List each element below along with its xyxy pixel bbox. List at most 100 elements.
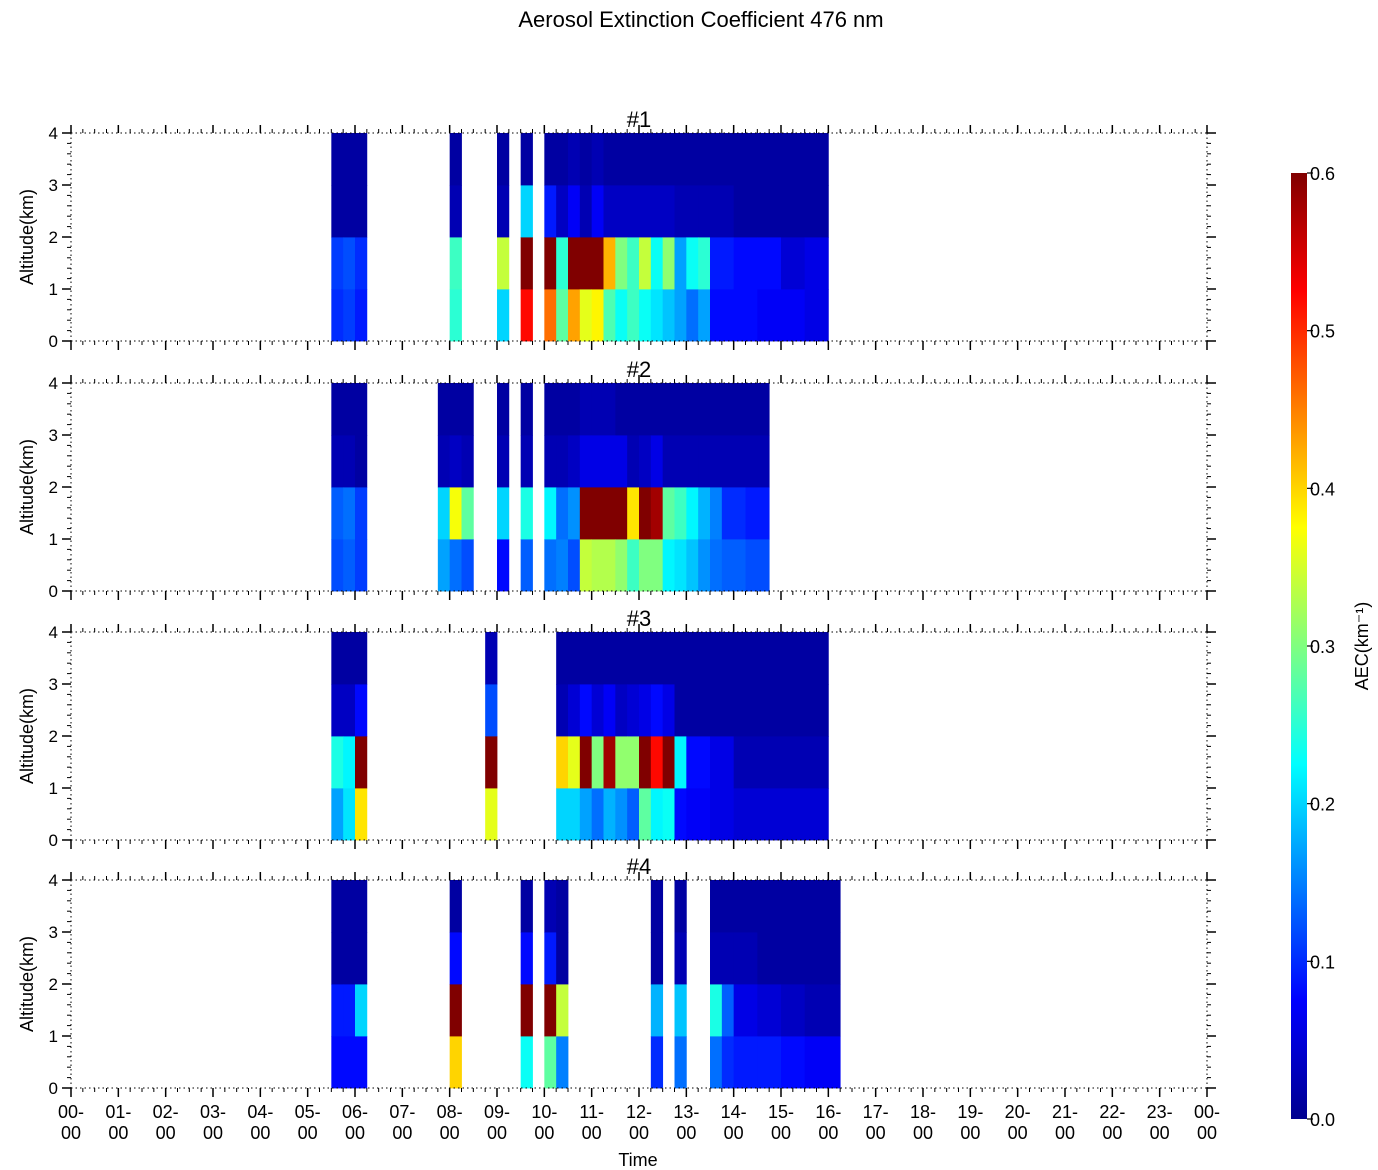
heatmap-cell xyxy=(698,289,711,342)
heatmap-cell xyxy=(721,539,746,592)
heatmap-cell xyxy=(568,736,581,789)
y-tick-label: 2 xyxy=(49,478,58,497)
heatmap-cell xyxy=(331,133,344,186)
heatmap-cell xyxy=(662,632,675,685)
heatmap-cell xyxy=(437,435,451,488)
heatmap-cell xyxy=(781,788,829,841)
heatmap-cell xyxy=(331,289,344,342)
heatmap-cell xyxy=(579,237,593,290)
x-tick-label: 21-00 xyxy=(1052,1102,1078,1143)
heatmap-cell xyxy=(650,383,664,436)
heatmap-cell xyxy=(710,932,723,985)
heatmap-cell xyxy=(781,880,806,933)
heatmap-cell xyxy=(615,736,628,789)
heatmap-cell xyxy=(544,237,557,290)
panel-3: 0 1 2 3 4 Altitude(km) #3 xyxy=(17,606,1216,850)
heatmap-cell xyxy=(627,383,640,436)
colorbar-tick-label: 0.1 xyxy=(1310,952,1335,972)
heatmap-cell xyxy=(556,1036,569,1089)
panel-title: #4 xyxy=(627,854,651,879)
heatmap-cell xyxy=(497,185,510,238)
heatmap-cell xyxy=(556,487,569,540)
heatmap-cell xyxy=(556,185,569,238)
heatmap-cell xyxy=(650,1036,664,1089)
heatmap-cell xyxy=(662,133,675,186)
heatmap-cell xyxy=(627,185,640,238)
heatmap-cell xyxy=(331,487,344,540)
heatmap-cell xyxy=(556,984,569,1037)
heatmap-cell xyxy=(650,435,664,488)
colorbar-gradient xyxy=(1291,173,1307,1119)
y-tick-label: 4 xyxy=(49,623,58,642)
heatmap-cell xyxy=(662,487,675,540)
heatmap-cell xyxy=(757,133,782,186)
heatmap-cell xyxy=(591,237,604,290)
heatmap-cell xyxy=(781,133,806,186)
heatmap-cell xyxy=(497,383,510,436)
heatmap-cell xyxy=(497,237,510,290)
heatmap-cell xyxy=(343,487,356,540)
heatmap-cell xyxy=(544,880,557,933)
heatmap-cell xyxy=(698,487,711,540)
heatmap-cell xyxy=(556,289,569,342)
heatmap-cell xyxy=(544,289,557,342)
heatmap-cell xyxy=(662,435,675,488)
y-axis-label: Altitude(km) xyxy=(17,439,37,535)
heatmap-cell xyxy=(355,736,368,789)
heatmap-cell xyxy=(627,632,640,685)
heatmap-cell xyxy=(591,289,604,342)
heatmap-cell xyxy=(721,880,735,933)
heatmap-cell xyxy=(343,984,356,1037)
heatmap-cell xyxy=(355,133,368,186)
heatmap-cell xyxy=(781,1036,806,1089)
heatmap-cell xyxy=(686,185,699,238)
heatmap-cell xyxy=(355,383,368,436)
heatmap-cell xyxy=(556,435,569,488)
colorbar-tick-label: 0.4 xyxy=(1310,479,1335,499)
y-axis-label: Altitude(km) xyxy=(17,688,37,784)
x-tick-label: 23-00 xyxy=(1147,1102,1173,1143)
heatmap-cell xyxy=(615,435,628,488)
x-tick-label: 00-00 xyxy=(1194,1102,1220,1143)
y-tick-label: 0 xyxy=(49,582,58,601)
heatmap-cell xyxy=(568,133,581,186)
heatmap-cell xyxy=(355,1036,368,1089)
heatmap-cell xyxy=(662,289,675,342)
heatmap-cell xyxy=(686,237,699,290)
heatmap-cell xyxy=(343,736,356,789)
heatmap-cell xyxy=(497,435,510,488)
heatmap-cell xyxy=(710,684,735,737)
x-tick-label: 12-00 xyxy=(626,1102,652,1143)
heatmap-cell xyxy=(603,632,616,685)
heatmap-cell xyxy=(650,736,664,789)
heatmap-cell xyxy=(698,435,711,488)
heatmap-cell xyxy=(449,185,462,238)
heatmap-cell xyxy=(355,539,368,592)
heatmap-cell xyxy=(520,289,533,342)
heatmap-cell xyxy=(686,435,699,488)
heatmap-cell xyxy=(343,539,356,592)
heatmap-cell xyxy=(603,736,616,789)
heatmap-cell xyxy=(591,487,616,540)
heatmap-cell xyxy=(733,684,782,737)
heatmap-cell xyxy=(710,435,723,488)
heatmap-cell xyxy=(343,435,356,488)
figure-title: Aerosol Extinction Coefficient 476 nm xyxy=(518,7,883,32)
y-tick-label: 4 xyxy=(49,124,58,143)
heatmap-cell xyxy=(568,185,581,238)
heatmap-cell xyxy=(615,684,628,737)
heatmap-cell xyxy=(343,788,356,841)
heatmap-panels: 01234Altitude(km)#101234Altitude(km)#201… xyxy=(17,107,1220,1143)
heatmap-cell xyxy=(674,185,687,238)
heatmap-cell xyxy=(615,539,628,592)
colorbar-tick-label: 0.0 xyxy=(1310,1110,1335,1130)
y-axis-label: Altitude(km) xyxy=(17,189,37,285)
heatmap-cell xyxy=(449,932,462,985)
heatmap-cell xyxy=(449,133,462,186)
x-tick-label: 06-00 xyxy=(342,1102,368,1143)
heatmap-cell xyxy=(437,539,451,592)
heatmap-cell xyxy=(579,383,593,436)
heatmap-cell xyxy=(355,632,368,685)
heatmap-cell xyxy=(449,383,462,436)
heatmap-cell xyxy=(520,435,533,488)
